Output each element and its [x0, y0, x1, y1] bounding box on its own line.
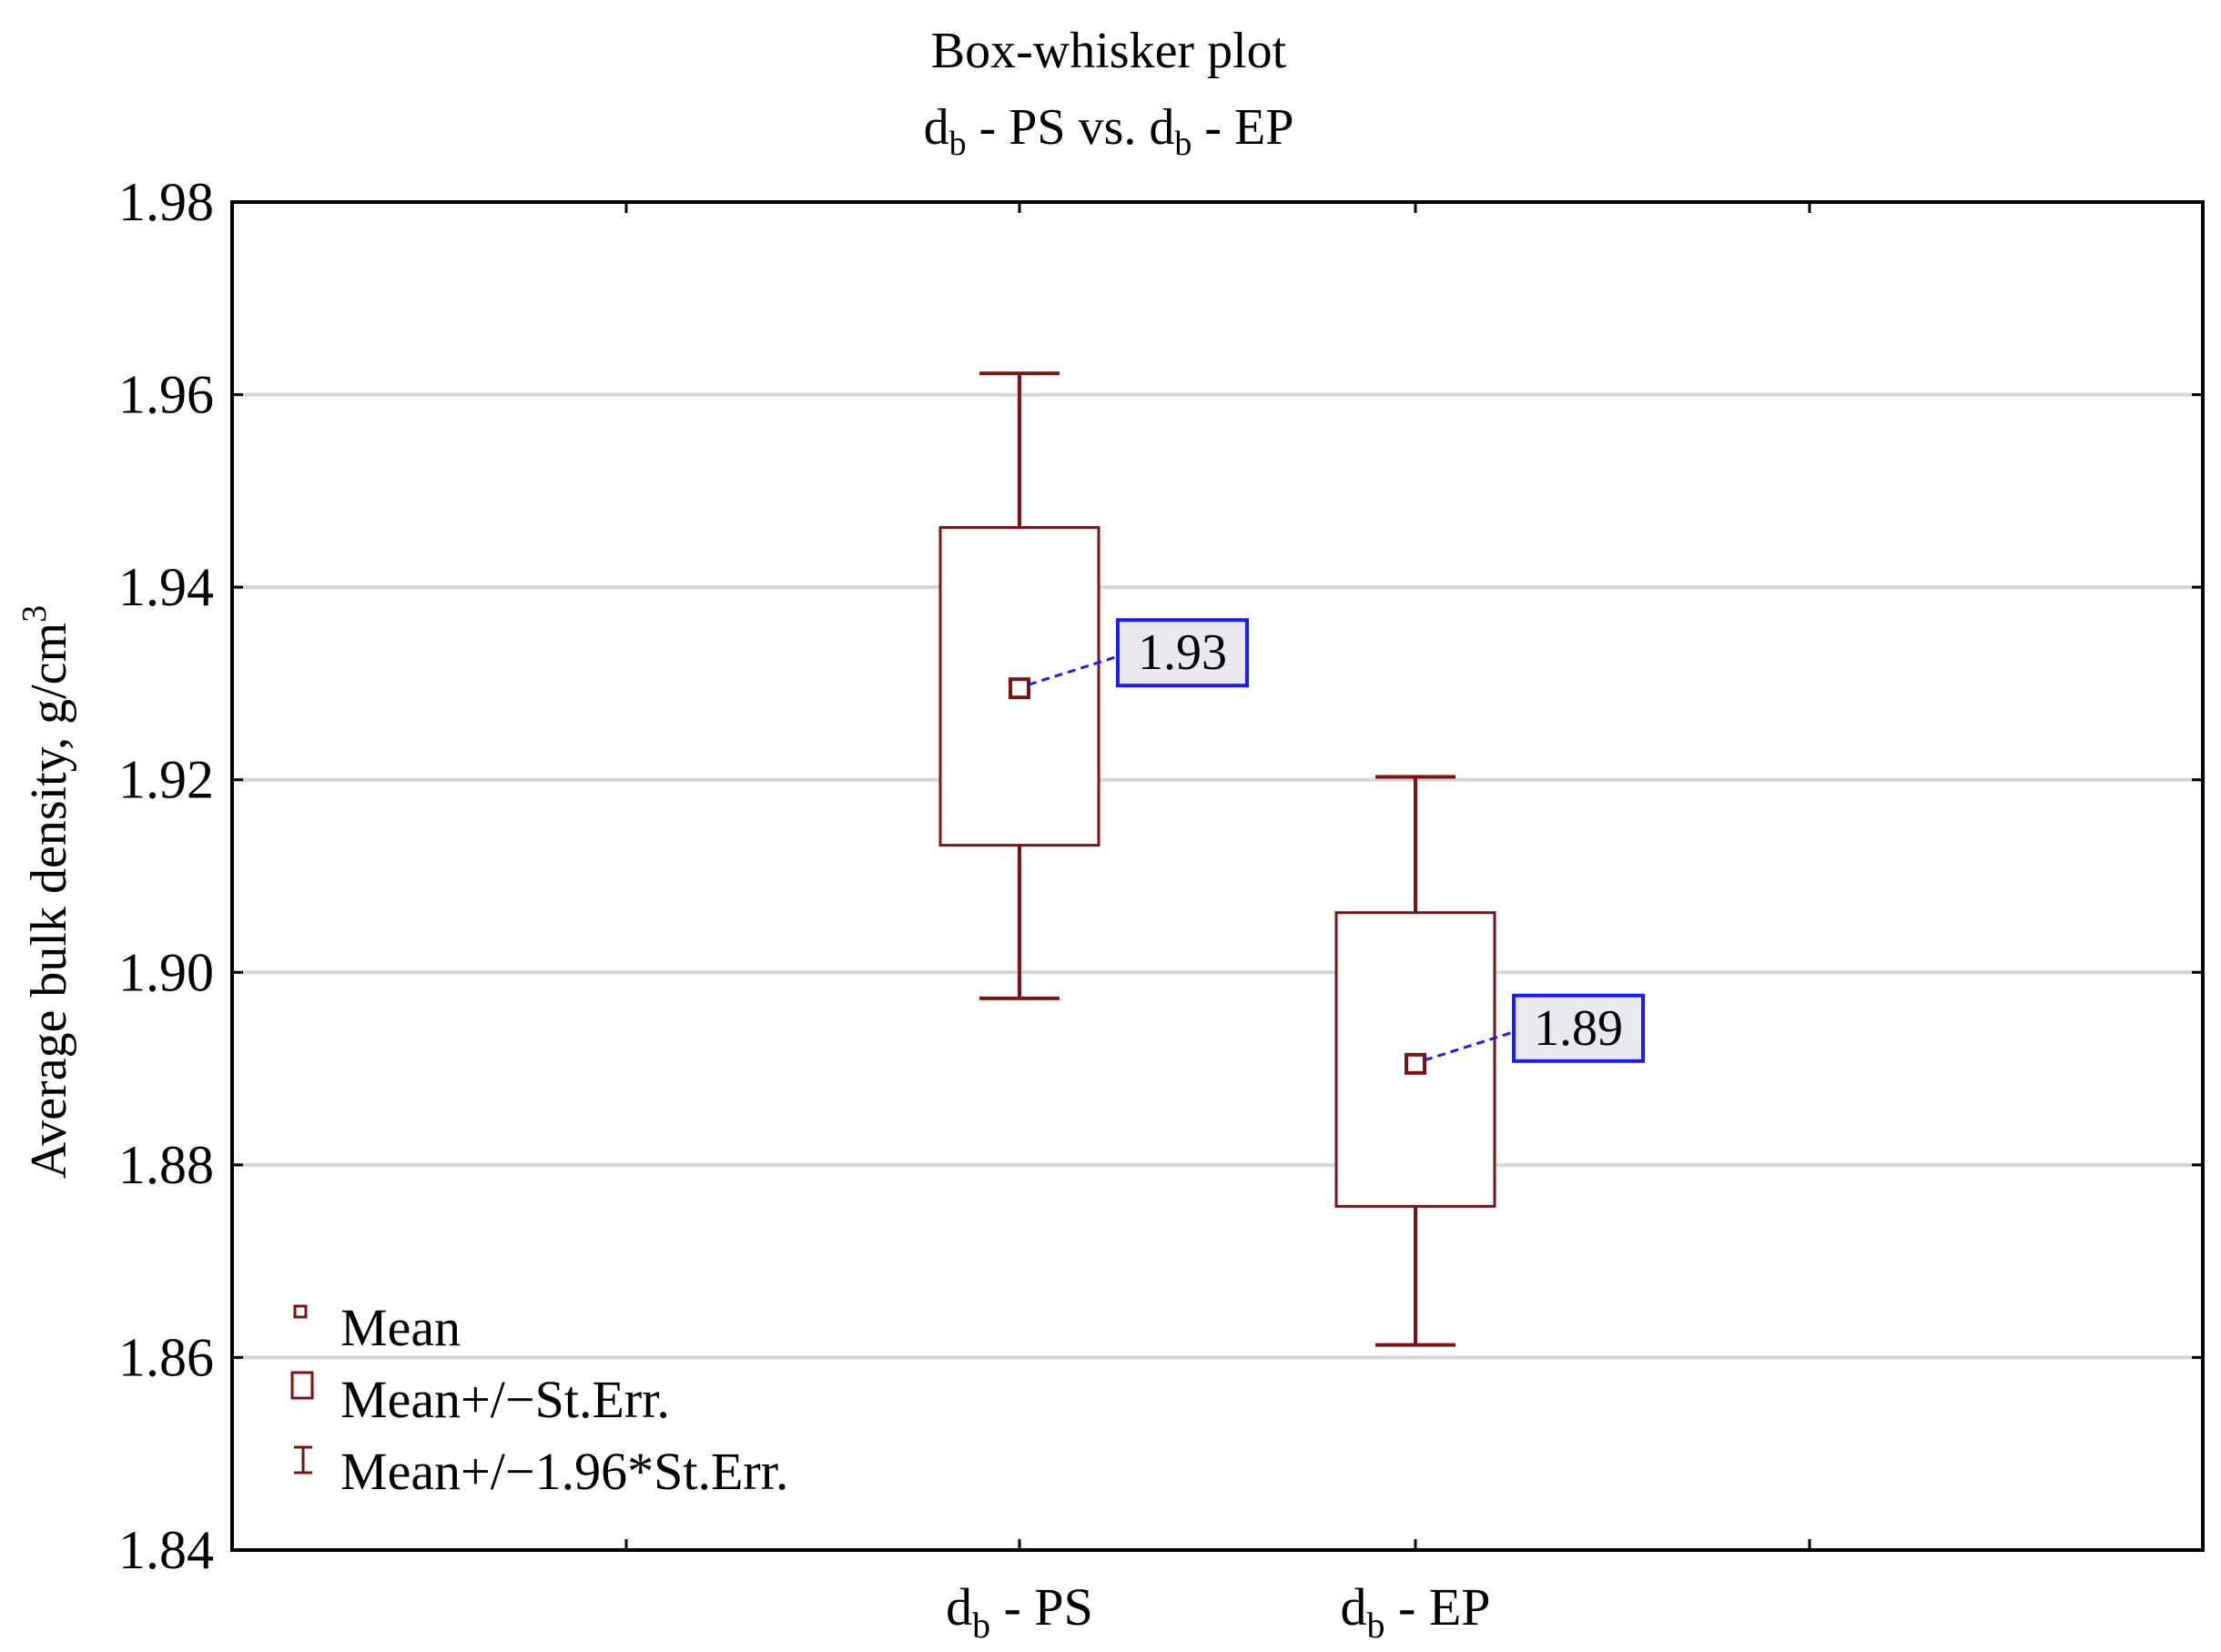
y-tick-label: 1.88: [118, 1135, 214, 1195]
y-tick-label: 1.84: [118, 1520, 214, 1580]
mean-marker: [1009, 677, 1030, 700]
legend-mean-swatch: [293, 1304, 308, 1319]
x-category-rest: - PS: [990, 1577, 1093, 1637]
value-labels: 1.93 1.89: [1028, 618, 1645, 1063]
plot-frame: [230, 200, 2205, 1552]
x-category-sub: b: [1367, 1605, 1385, 1646]
x-category-label: db - EP: [1341, 1577, 1491, 1646]
box-whisker-group: [1334, 775, 1496, 1347]
mean-marker: [1405, 1052, 1426, 1075]
legend: Mean Mean+/−St.Err. Mean+/−1.96*St.Err.: [290, 1298, 788, 1501]
y-tick-label: 1.94: [118, 557, 214, 617]
y-axis-label-sup: 3: [15, 605, 54, 623]
mean-value-label: 1.89: [1424, 993, 1645, 1063]
x-category-main: d: [1341, 1577, 1367, 1637]
subtitle-right-main: d: [1149, 99, 1174, 156]
x-category-sub: b: [972, 1605, 990, 1646]
label-text: 1.93: [1138, 624, 1227, 681]
x-category-main: d: [946, 1577, 972, 1637]
legend-se-swatch: [290, 1371, 314, 1400]
legend-se-label: Mean+/−St.Err.: [340, 1370, 670, 1429]
y-tick-label: 1.96: [118, 365, 214, 425]
subtitle-left-sub: b: [949, 125, 967, 163]
subtitle-right-sub: b: [1174, 125, 1192, 163]
box-whisker-group: [938, 371, 1100, 1000]
x-category-labels: db - PS db - EP: [946, 1577, 1490, 1646]
label-box: [1512, 993, 1645, 1063]
y-ticks: 1.84 1.86 1.88 1.90 1.92 1.94 1.96 1.98: [118, 172, 2203, 1580]
chart-subtitle: db - PS vs. db - EP: [924, 99, 1294, 163]
label-box: [1116, 618, 1249, 688]
legend-ci-swatch: [294, 1445, 312, 1475]
legend-mean-label: Mean: [340, 1298, 461, 1357]
y-axis-label: Average bulk density, g/cm3: [15, 605, 77, 1179]
y-tick-label: 1.92: [118, 750, 214, 810]
x-category-rest: - EP: [1385, 1577, 1491, 1637]
y-tick-label: 1.98: [118, 172, 214, 232]
mean-value-label: 1.93: [1028, 618, 1249, 688]
x-ticks: [624, 202, 1811, 1550]
subtitle-left-main: d: [924, 99, 949, 156]
label-connector: [1424, 1030, 1515, 1062]
label-text: 1.89: [1534, 1000, 1623, 1057]
grid-layer: [232, 392, 2203, 1360]
y-tick-label: 1.90: [118, 942, 214, 1002]
subtitle-left-rest: - PS vs.: [967, 99, 1150, 156]
chart-title: Box-whisker plot: [931, 23, 1287, 79]
box-layer: [938, 371, 1496, 1347]
y-tick-label: 1.86: [118, 1327, 214, 1387]
subtitle-right-rest: - EP: [1192, 99, 1293, 156]
y-axis-label-main: Average bulk density, g/cm: [21, 623, 77, 1179]
x-category-label: db - PS: [946, 1577, 1093, 1646]
legend-ci-label: Mean+/−1.96*St.Err.: [340, 1442, 788, 1501]
label-connector: [1028, 654, 1119, 686]
